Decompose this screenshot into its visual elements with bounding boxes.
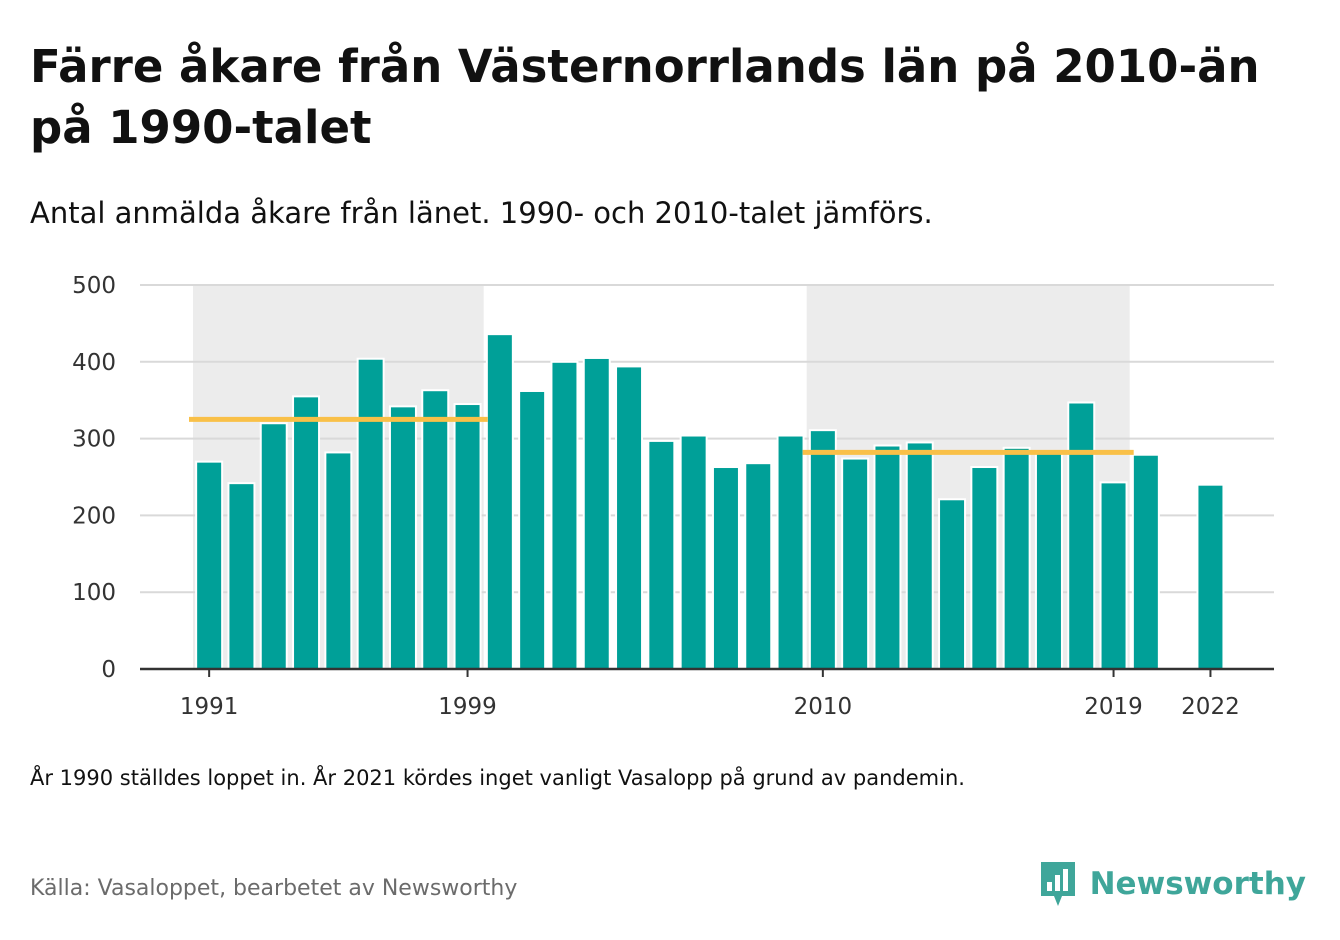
bar-2000: [485, 333, 514, 670]
bar-1999: [453, 403, 482, 670]
newsworthy-logo-icon: [1040, 862, 1075, 906]
bar-2019: [1099, 481, 1128, 670]
bar-2017: [1034, 450, 1063, 670]
bar-2003: [582, 356, 611, 671]
bar-2022: [1196, 483, 1225, 670]
bar-2001: [518, 389, 547, 670]
bar-chart: 0 100 200 300 400 500 1991 1999 2010 2019 2022: [72, 273, 1274, 720]
y-tick-label-400: 400: [72, 350, 116, 376]
source-credit: Källa: Vasaloppet, bearbetet av Newswort…: [30, 876, 518, 901]
chart-note: År 1990 ställdes loppet in. År 2021 körd…: [30, 766, 965, 790]
y-tick-label-200: 200: [72, 503, 116, 529]
bar-2013: [905, 441, 934, 670]
x-tick-label-2019: 2019: [1084, 694, 1143, 720]
bar-2005: [647, 439, 676, 670]
newsworthy-logo: Newsworthy: [1038, 860, 1306, 908]
bar-2006: [679, 434, 708, 670]
bar-2012: [873, 444, 902, 670]
bar-2009: [776, 434, 805, 670]
bar-1995: [324, 451, 353, 670]
x-tick-label-2010: 2010: [794, 694, 853, 720]
y-tick-label-100: 100: [72, 580, 116, 606]
x-tick-label-1991: 1991: [180, 694, 239, 720]
y-tick-label-300: 300: [72, 427, 116, 453]
bar-2020: [1131, 453, 1160, 670]
bar-2008: [744, 462, 773, 670]
bar-1993: [259, 422, 288, 670]
bar-2010: [808, 429, 837, 670]
bar-2004: [615, 365, 644, 671]
bar-1991: [195, 460, 224, 670]
logo-text: Newsworthy: [1089, 866, 1306, 902]
x-tick-label-2022: 2022: [1181, 694, 1240, 720]
bar-2018: [1067, 401, 1096, 670]
bar-2007: [711, 466, 740, 670]
bar-2015: [970, 466, 999, 670]
bar-1992: [227, 482, 256, 670]
chart-title: Färre åkare från Västernorrlands län på …: [30, 40, 1260, 154]
chart-subtitle: Antal anmälda åkare från länet. 1990- oc…: [30, 196, 933, 230]
y-tick-label-500: 500: [72, 273, 116, 299]
bar-1994: [292, 395, 321, 671]
bar-2002: [550, 360, 579, 671]
x-tick-label-1999: 1999: [438, 694, 497, 720]
bar-1996: [356, 357, 385, 670]
bar-2016: [1002, 446, 1031, 670]
y-tick-label-0: 0: [101, 657, 116, 683]
bar-1997: [388, 405, 417, 670]
bar-2014: [938, 498, 967, 670]
bar-2011: [841, 457, 870, 670]
bar-1998: [421, 389, 450, 670]
